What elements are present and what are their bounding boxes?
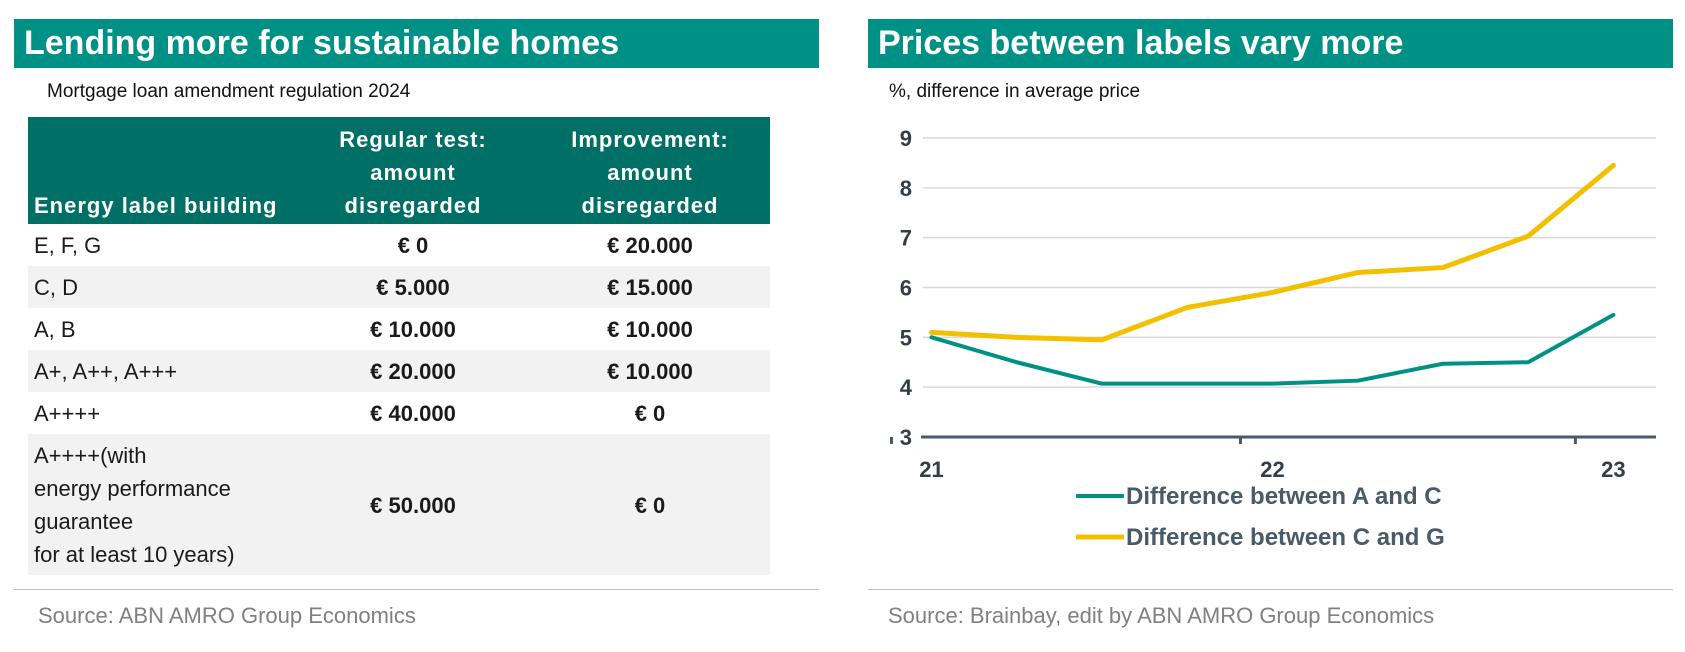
- energy-label-text: E, F, G: [34, 233, 102, 258]
- energy-label-text: A++++(with: [34, 443, 147, 468]
- header-improvement: Improvement: amount disregarded: [530, 117, 770, 224]
- header-regular-test-line: Regular test:: [339, 127, 487, 152]
- line-chart: 3 4 5 6 7 8 9 21 22 23 Difference between A and C D…: [890, 126, 1656, 551]
- table-row: A++++ € 40.000 € 0: [28, 392, 770, 434]
- table-header-row: Energy label building Regular test: amount…: [28, 117, 770, 224]
- x-tick-label: 21: [919, 457, 943, 482]
- table-body: E, F, G € 0 € 20.000 C, D € 5.000 € 15.000 A, …: [28, 224, 770, 575]
- x-tick-label: 23: [1601, 457, 1625, 482]
- regular-test-cell: € 0: [397, 233, 429, 258]
- header-energy-label-line: Energy label building: [34, 193, 278, 218]
- header-improvement-line: disregarded: [581, 193, 719, 218]
- right-source-note: Source: Brainbay, edit by ABN AMRO Group…: [888, 603, 1435, 628]
- left-divider: [14, 589, 819, 590]
- chart-subtitle: %, difference in average price: [889, 81, 1141, 102]
- table-row: E, F, G € 0 € 20.000: [28, 224, 770, 266]
- left-source-note: Source: ABN AMRO Group Economics: [38, 603, 416, 628]
- legend-label: Difference between A and C: [1126, 483, 1442, 510]
- energy-label-text: C, D: [34, 275, 78, 300]
- improvement-cell: € 0: [530, 434, 770, 575]
- improvement-cell: € 15.000: [530, 266, 770, 308]
- improvement-cell: € 10.000: [607, 317, 693, 342]
- energy-label-text: guarantee: [34, 509, 134, 534]
- table-header: Energy label building Regular test: amount…: [28, 117, 770, 224]
- regular-test-cell: € 40.000: [370, 401, 456, 426]
- left-panel-title: Lending more for sustainable homes: [14, 19, 819, 68]
- improvement-cell: € 0: [634, 401, 666, 426]
- regular-test-cell: € 5.000: [296, 266, 530, 308]
- header-regular-test-line: disregarded: [344, 193, 482, 218]
- header-energy-label: Energy label building: [28, 117, 296, 224]
- regular-test-cell: € 20.000: [296, 350, 530, 392]
- improvement-cell: € 20.000: [607, 233, 693, 258]
- header-improvement-line: Improvement:: [571, 127, 729, 152]
- y-tick-label: 6: [900, 276, 912, 301]
- energy-label-cell: A++++(with energy performance guarantee for…: [28, 434, 296, 575]
- energy-label-text: A+, A++, A+++: [34, 359, 178, 384]
- y-tick-label: 4: [900, 375, 913, 400]
- right-panel-title: Prices between labels vary more: [868, 19, 1673, 68]
- y-tick-label: 5: [900, 325, 912, 350]
- series-line-c-g: [929, 162, 1616, 343]
- header-regular-test: Regular test: amount disregarded: [296, 117, 530, 224]
- energy-label-text: A, B: [34, 317, 76, 342]
- energy-label-text: energy performance: [34, 476, 231, 501]
- improvement-cell: € 10.000: [530, 350, 770, 392]
- table-subtitle: Mortgage loan amendment regulation 2024: [47, 81, 411, 102]
- regular-test-cell: € 10.000: [370, 317, 456, 342]
- energy-label-table: Energy label building Regular test: amount…: [28, 117, 770, 575]
- table-row: A+, A++, A+++ € 20.000 € 10.000: [28, 350, 770, 392]
- regular-test-cell: € 50.000: [296, 434, 530, 575]
- x-tick-label: 22: [1260, 457, 1284, 482]
- series-line-a-c: [929, 312, 1616, 386]
- energy-label-text: A++++: [34, 401, 101, 426]
- legend-label: Difference between C and G: [1126, 524, 1445, 551]
- energy-label-text: for at least 10 years): [34, 542, 235, 567]
- header-regular-test-line: amount: [370, 160, 456, 185]
- y-tick-label: 3: [900, 425, 912, 450]
- header-improvement-line: amount: [607, 160, 693, 185]
- right-divider: [868, 589, 1673, 590]
- energy-label-cell: E, F, G: [28, 224, 296, 266]
- y-tick-label: 7: [900, 226, 912, 251]
- table-row: C, D € 5.000 € 15.000: [28, 266, 770, 308]
- table-row: A++++(with energy performance guarantee for…: [28, 434, 770, 575]
- energy-label-cell: A, B: [28, 308, 296, 350]
- energy-label-cell: C, D: [28, 266, 296, 308]
- y-tick-label: 8: [900, 176, 912, 201]
- table-row: A, B € 10.000 € 10.000: [28, 308, 770, 350]
- energy-label-cell: A+, A++, A+++: [28, 350, 296, 392]
- y-tick-label: 9: [900, 126, 912, 151]
- energy-label-cell: A++++: [28, 392, 296, 434]
